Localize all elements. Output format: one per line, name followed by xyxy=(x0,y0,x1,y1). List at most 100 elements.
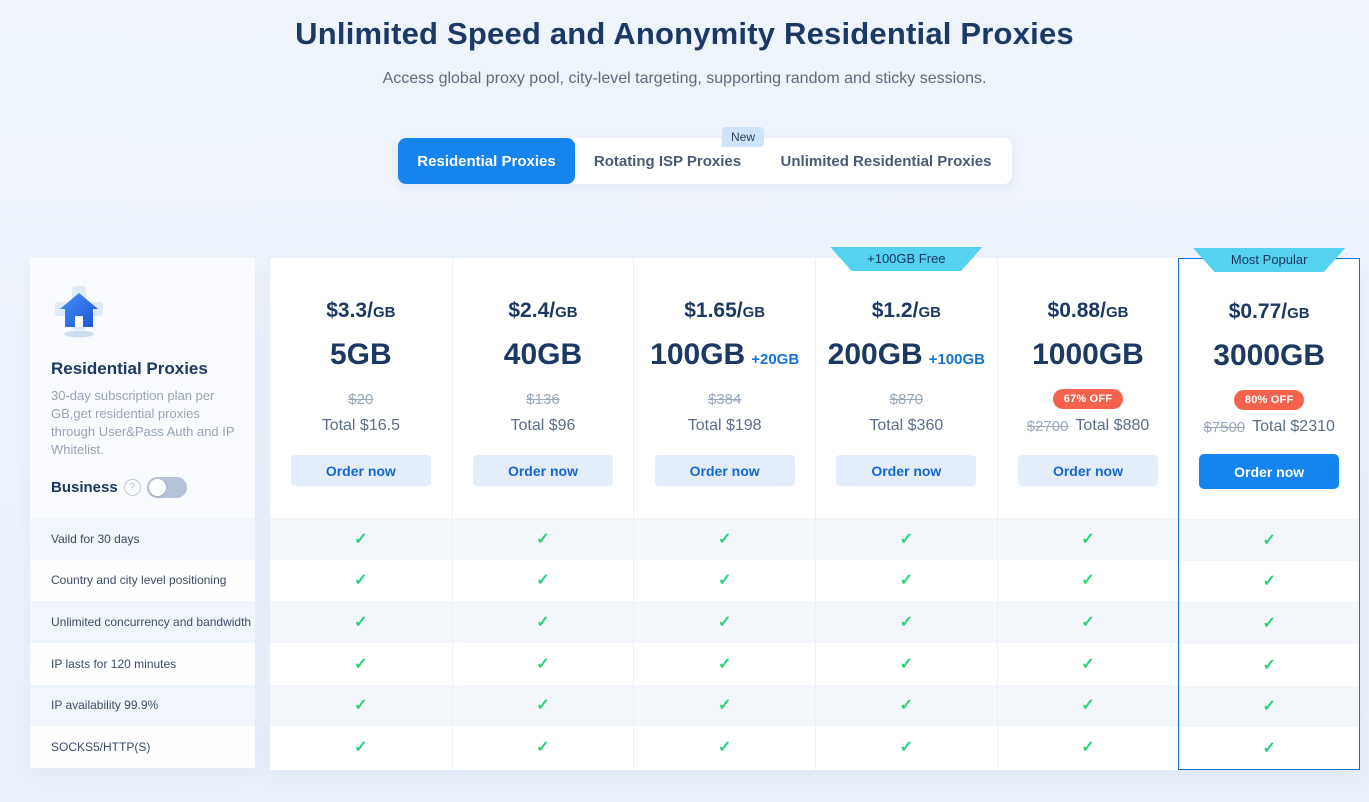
plan-size: 200GB +100GB xyxy=(827,338,985,371)
price-per-gb: $0.88/GB xyxy=(1047,299,1129,322)
check-icon: ✓ xyxy=(1081,697,1095,715)
check-icon: ✓ xyxy=(717,739,732,757)
original-price: $384 xyxy=(707,390,742,408)
plan-size: 40GB xyxy=(503,338,583,371)
feature-check-column: ✓ ✓ ✓ ✓ ✓ ✓ xyxy=(816,518,997,768)
feature-check-cell: ✓ xyxy=(1179,685,1359,728)
check-icon: ✓ xyxy=(1262,740,1276,758)
feature-check-cell: ✓ xyxy=(452,559,634,602)
plan-size: 5GB xyxy=(329,338,392,371)
feature-check-cell: ✓ xyxy=(816,559,997,602)
feature-check-cell: ✓ xyxy=(452,518,634,560)
order-now-button[interactable]: Order now xyxy=(654,455,795,486)
order-now-button[interactable]: Order now xyxy=(1017,455,1158,486)
check-icon: ✓ xyxy=(536,572,550,590)
check-icon: ✓ xyxy=(1081,530,1095,548)
check-icon: ✓ xyxy=(717,572,732,590)
price-per-gb: $1.2/GB xyxy=(871,299,941,322)
price-per-gb: $3.3/GB xyxy=(326,299,396,322)
house-icon xyxy=(51,286,107,346)
plan-size: 100GB +20GB xyxy=(650,338,800,371)
plan-column-40gb: $2.4/GB 40GB $136 Total $96 Order now ✓ … xyxy=(451,258,634,770)
feature-check-cell: ✓ xyxy=(270,684,452,727)
plan-type-tabs: Residential Proxies Rotating ISP Proxies… xyxy=(398,138,1012,184)
price-per-gb: $2.4/GB xyxy=(508,299,578,322)
plan-column-5gb: $3.3/GB 5GB $20 Total $16.5 Order now ✓ … xyxy=(270,258,452,770)
feature-check-cell: ✓ xyxy=(816,642,997,685)
feature-check-cell: ✓ xyxy=(452,601,634,643)
check-icon: ✓ xyxy=(1262,698,1276,716)
feature-label: IP lasts for 120 minutes xyxy=(30,642,255,685)
feature-check-cell: ✓ xyxy=(634,559,815,602)
original-price: $2700 xyxy=(1026,417,1069,435)
plan-head: $0.88/GB 1000GB 67% OFF $2700 Total $880 … xyxy=(998,258,1179,518)
feature-check-cell: ✓ xyxy=(270,559,452,602)
plan-column-200gb: +100GB Free $1.2/GB 200GB +100GB $870 Tot… xyxy=(815,247,997,770)
feature-check-cell: ✓ xyxy=(634,684,815,727)
check-icon: ✓ xyxy=(1081,614,1095,632)
check-icon: ✓ xyxy=(354,572,368,590)
plan-size: 1000GB xyxy=(1032,338,1144,371)
price-per-gb: $1.65/GB xyxy=(684,299,766,322)
check-icon: ✓ xyxy=(1262,615,1276,633)
new-badge: New xyxy=(722,127,765,147)
check-icon: ✓ xyxy=(1262,531,1276,549)
feature-check-cell: ✓ xyxy=(816,601,997,643)
feature-check-cell: ✓ xyxy=(270,601,452,643)
feature-check-column: ✓ ✓ ✓ ✓ ✓ ✓ xyxy=(634,518,815,768)
business-label: Business xyxy=(51,479,118,496)
plan-info-panel: Residential Proxies 30-day subscription … xyxy=(30,258,255,768)
feature-check-cell: ✓ xyxy=(452,726,634,768)
original-price: $136 xyxy=(526,390,560,408)
check-icon: ✓ xyxy=(536,530,550,548)
feature-check-cell: ✓ xyxy=(270,642,452,685)
bonus-gb: +100GB xyxy=(928,351,985,368)
feature-check-cell: ✓ xyxy=(1179,602,1359,644)
tab-rotating-isp-proxies[interactable]: Rotating ISP Proxies xyxy=(593,152,742,170)
total-price: Total $360 xyxy=(869,417,944,434)
feature-check-cell: ✓ xyxy=(997,518,1179,560)
total-price: $2700 Total $880 xyxy=(1026,417,1150,435)
original-price: $7500 xyxy=(1203,418,1246,436)
check-icon: ✓ xyxy=(1081,739,1095,757)
plan-columns: $3.3/GB 5GB $20 Total $16.5 Order now ✓ … xyxy=(270,247,1360,770)
order-now-button[interactable]: Order now xyxy=(836,455,977,486)
check-icon: ✓ xyxy=(717,697,732,715)
feature-check-cell: ✓ xyxy=(270,518,452,560)
toggle-knob xyxy=(148,479,166,496)
plan-column-1000gb: $0.88/GB 1000GB 67% OFF $2700 Total $880 … xyxy=(996,258,1179,770)
free-gb-ribbon: +100GB Free xyxy=(830,247,983,271)
business-toggle[interactable] xyxy=(146,477,187,498)
total-price: Total $198 xyxy=(687,417,762,434)
check-icon: ✓ xyxy=(536,697,550,715)
check-icon: ✓ xyxy=(899,572,914,590)
check-icon: ✓ xyxy=(1262,656,1276,674)
order-now-button[interactable]: Order now xyxy=(472,455,613,486)
check-icon: ✓ xyxy=(899,739,914,757)
plan-info-head: Residential Proxies 30-day subscription … xyxy=(30,258,255,518)
feature-check-cell: ✓ xyxy=(1179,519,1359,561)
check-icon: ✓ xyxy=(1262,573,1276,591)
feature-label: IP availability 99.9% xyxy=(30,684,255,727)
check-icon: ✓ xyxy=(354,655,368,673)
order-now-button[interactable]: Order now xyxy=(290,455,431,486)
total-price: $7500 Total $2310 xyxy=(1203,418,1335,436)
feature-label: SOCKS5/HTTP(S) xyxy=(30,726,255,768)
feature-label-list: Vaild for 30 days Country and city level… xyxy=(30,518,255,768)
feature-check-cell: ✓ xyxy=(816,726,997,768)
tab-unlimited-residential-proxies[interactable]: Unlimited Residential Proxies xyxy=(780,152,992,170)
feature-check-cell: ✓ xyxy=(270,726,452,768)
feature-check-cell: ✓ xyxy=(634,642,815,685)
order-now-button[interactable]: Order now xyxy=(1199,454,1340,489)
price-per-gb: $0.77/GB xyxy=(1228,300,1310,323)
feature-check-cell: ✓ xyxy=(1179,643,1359,686)
tab-residential-proxies[interactable]: Residential Proxies xyxy=(398,138,575,184)
plan-head: $1.2/GB 200GB +100GB $870 Total $360 Orde… xyxy=(816,258,997,518)
bonus-gb: +20GB xyxy=(751,351,800,368)
plan-head: $1.65/GB 100GB +20GB $384 Total $198 Orde… xyxy=(634,258,815,518)
feature-check-cell: ✓ xyxy=(816,518,997,560)
check-icon: ✓ xyxy=(536,614,550,632)
help-icon[interactable]: ? xyxy=(123,479,141,496)
original-price: $870 xyxy=(889,390,924,408)
